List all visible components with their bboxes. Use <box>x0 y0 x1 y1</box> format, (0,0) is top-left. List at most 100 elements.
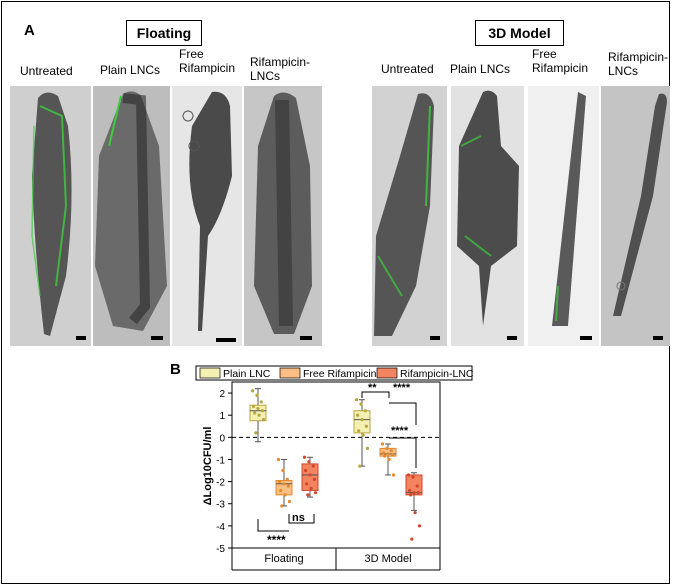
data-point <box>360 418 364 422</box>
data-point <box>261 418 266 422</box>
label-floating-untreated: Untreated <box>20 64 73 78</box>
micrograph-floating-rifampicin-lncs <box>244 86 322 346</box>
data-point <box>413 510 417 515</box>
data-point <box>308 473 312 477</box>
box-iqr <box>249 404 267 422</box>
data-point <box>389 449 393 453</box>
legend-swatch-plain-lnc <box>199 367 221 379</box>
data-point <box>280 504 284 508</box>
bracket-3d-plain-vs-free <box>361 391 390 398</box>
y-tick-label: 0 <box>219 433 225 444</box>
y-tick-label: 2 <box>219 389 225 400</box>
scalebar <box>507 336 517 340</box>
y-tick-label: -3 <box>216 500 225 511</box>
micrograph-floating-untreated <box>10 86 91 346</box>
data-point <box>252 404 256 408</box>
data-point <box>382 451 386 455</box>
box-1-0 <box>275 457 293 508</box>
data-point <box>357 429 361 433</box>
data-point <box>406 473 411 477</box>
micrograph-floating-free-rifampicin <box>172 86 242 346</box>
data-point <box>311 464 315 468</box>
data-point <box>354 398 359 402</box>
data-point <box>305 482 309 486</box>
scalebar <box>216 338 236 342</box>
data-point <box>306 493 310 497</box>
data-point <box>391 473 396 477</box>
box-iqr <box>301 463 319 491</box>
bracket-3d-free-vs-rif-lnc <box>389 437 417 468</box>
data-point <box>390 453 394 457</box>
data-point <box>386 452 390 456</box>
data-point <box>383 454 387 458</box>
data-point <box>259 400 263 404</box>
data-point <box>286 484 290 488</box>
data-point <box>363 409 367 413</box>
bracket-3d-free-vs-rif-lnc-top <box>389 402 417 425</box>
data-point <box>380 442 385 446</box>
data-point <box>412 491 416 495</box>
box-series <box>249 388 423 541</box>
micrograph-3d-rifampicin-lncs <box>601 86 670 346</box>
sig-label-floating-1: **** <box>267 533 286 547</box>
sig-label-floating-ns: ns <box>292 512 305 524</box>
label-3d-untreated: Untreated <box>381 62 434 76</box>
data-point <box>282 482 286 486</box>
data-point <box>356 413 360 417</box>
data-point <box>408 488 412 493</box>
micrograph-3d-free-rifampicin <box>528 86 599 346</box>
label-floating-rifampicin-lncs: Rifampicin- LNCs <box>250 55 311 83</box>
y-axis-ticks: -5 -4 -3 -2 -1 0 1 2 <box>216 389 232 555</box>
label-3d-free-rifampicin: Free Rifampicin <box>532 47 589 75</box>
data-point <box>358 464 362 468</box>
label-floating-free-rifampicin: Free Rifampicin <box>179 47 236 75</box>
x-category-label: 3D Model <box>364 553 411 565</box>
legend-label-plain-lnc: Plain LNC <box>223 368 271 380</box>
legend-swatch-free-rifampicin <box>279 367 301 379</box>
label-3d-rifampicin-lncs: Rifampicin- LNCs <box>608 50 669 78</box>
data-point <box>417 524 422 528</box>
group-title-3d-model: 3D Model <box>475 20 564 46</box>
micrograph-3d-plain-lncs <box>451 86 524 346</box>
data-point <box>410 537 414 541</box>
data-point <box>287 499 292 504</box>
scalebar <box>76 336 86 340</box>
y-axis-label: ΔLog10CFU/ml <box>202 427 214 506</box>
data-point <box>364 424 368 428</box>
data-point <box>359 402 363 406</box>
data-point <box>411 475 415 479</box>
data-point <box>278 480 282 484</box>
micrograph-3d-untreated <box>372 86 447 346</box>
box-0-0 <box>249 388 267 443</box>
data-point <box>313 491 318 495</box>
chart-legend: Plain LNC Free Rifampicin Rifampicin-LNC <box>195 365 474 381</box>
data-point <box>361 433 365 437</box>
data-point <box>276 457 281 462</box>
data-point <box>253 411 257 415</box>
data-point <box>250 389 255 393</box>
bracket-floating-plain-vs-rif-lnc <box>257 519 289 532</box>
scalebar <box>580 336 592 340</box>
legend-label-rifampicin-lnc: Rifampicin-LNC <box>400 368 474 380</box>
y-tick-label: -4 <box>216 522 225 533</box>
label-3d-plain-lncs: Plain LNCs <box>450 62 511 76</box>
data-point <box>312 477 316 481</box>
y-tick-label: 1 <box>219 411 225 422</box>
y-tick-label: -2 <box>216 478 225 489</box>
data-point <box>415 484 419 488</box>
data-point <box>416 491 420 495</box>
data-point <box>309 486 313 490</box>
box-2-0 <box>301 455 319 498</box>
scalebar <box>151 336 163 340</box>
data-point <box>281 468 285 473</box>
data-point <box>365 446 370 450</box>
panel-b-letter: B <box>170 361 181 378</box>
box-0-1 <box>353 398 371 468</box>
y-tick-label: -1 <box>216 455 225 466</box>
data-point <box>257 413 261 417</box>
data-point <box>385 446 389 450</box>
box-iqr <box>353 410 371 434</box>
data-point <box>304 468 308 473</box>
data-point <box>260 409 264 413</box>
